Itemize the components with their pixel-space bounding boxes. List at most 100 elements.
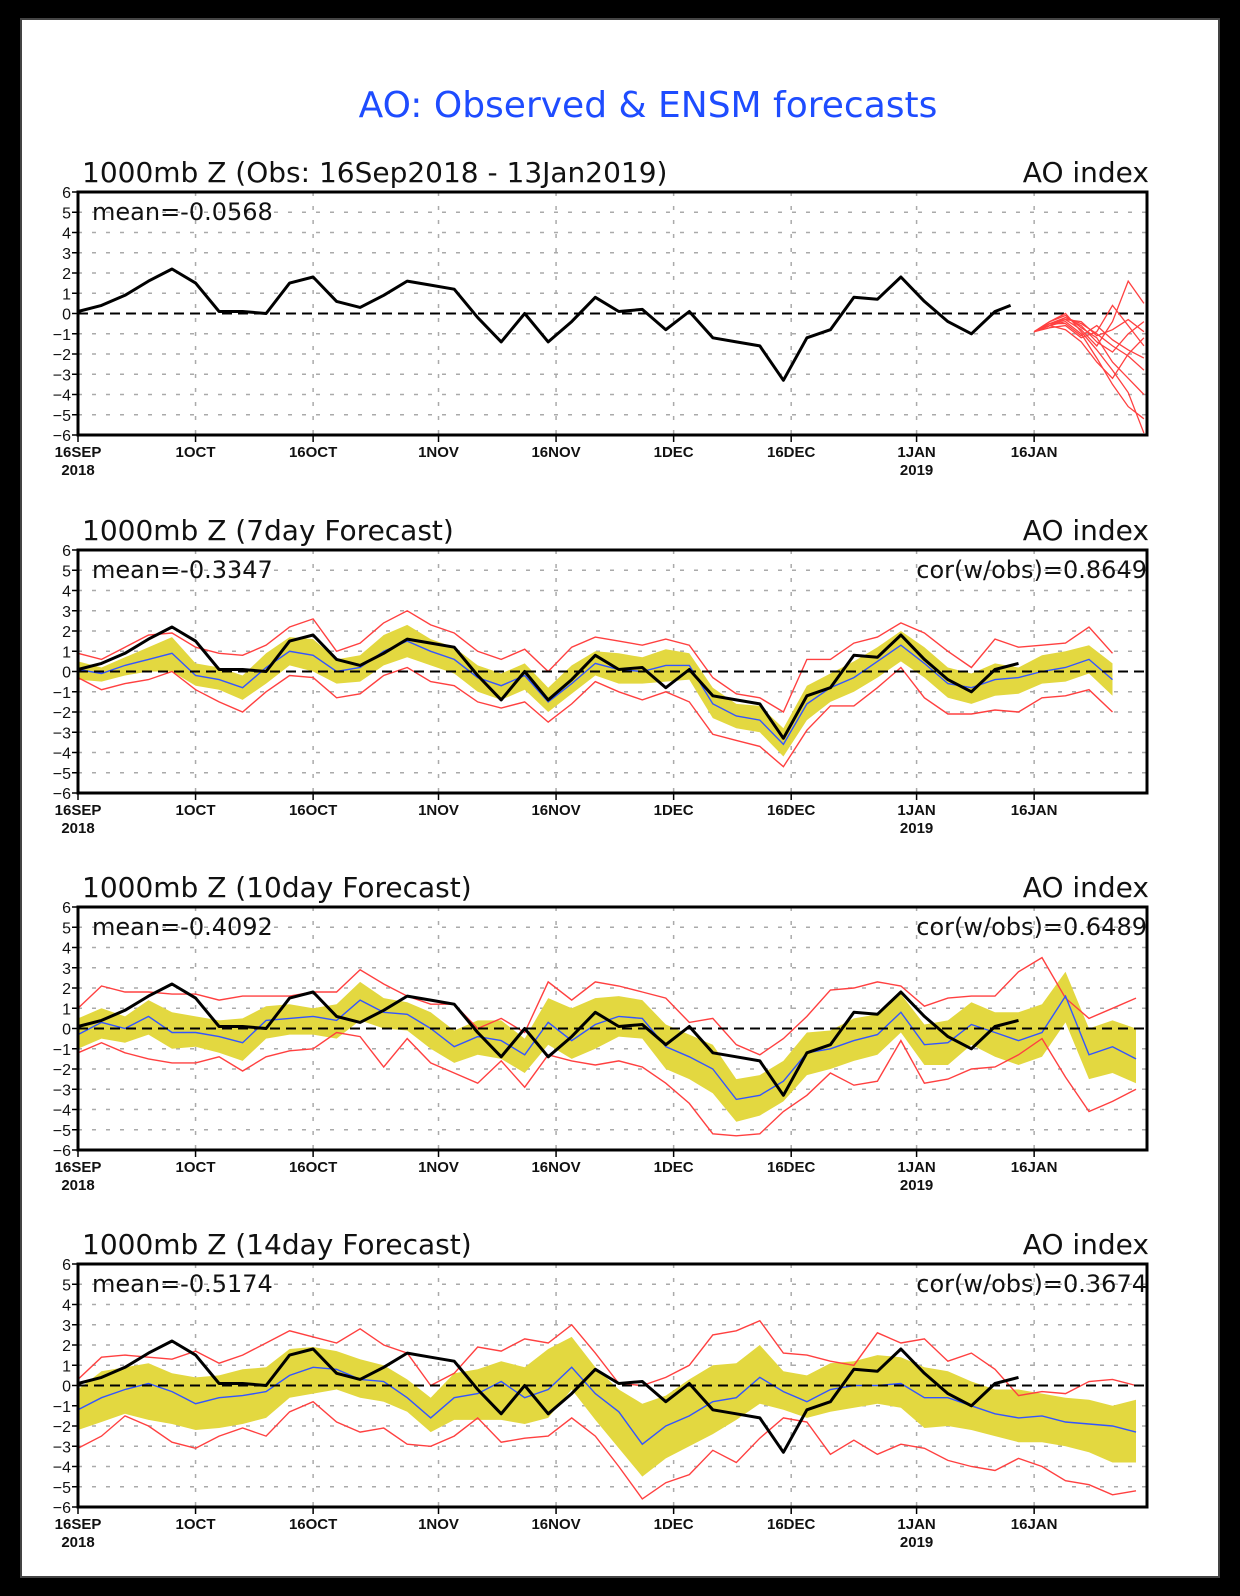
y-tick-label: 3 — [62, 246, 71, 263]
y-tick-label: 2 — [62, 1338, 71, 1355]
y-tick-label: −5 — [53, 766, 71, 783]
y-tick-label: 2 — [62, 266, 71, 283]
y-tick-label: 1 — [62, 644, 71, 661]
x-tick-label: 16NOV — [531, 444, 580, 461]
x-tick-label: 1OCT — [176, 1516, 216, 1533]
ensemble-max-line — [77, 956, 1137, 1056]
y-tick-label: 4 — [62, 941, 71, 958]
ensemble-min-line — [77, 1031, 1137, 1137]
mean-annotation: mean=-0.0568 — [92, 198, 273, 226]
x-tick-label: 16NOV — [531, 1516, 580, 1533]
correlation-annotation: cor(w/obs)=0.6489 — [916, 913, 1147, 941]
panel-units-label: AO index — [1023, 156, 1149, 189]
ensemble-spread-band — [78, 624, 1113, 757]
x-tick-label: 16JAN — [1011, 802, 1058, 819]
y-tick-label: −3 — [53, 1082, 71, 1099]
ensemble-mean-line — [77, 640, 1113, 746]
y-tick-label: 5 — [62, 920, 71, 937]
y-tick-label: −2 — [53, 705, 71, 722]
x-tick-label: 16DEC — [767, 1516, 816, 1533]
x-tick-label: 16SEP — [55, 1159, 102, 1176]
observed-line — [77, 1339, 1019, 1454]
panel-forecast-14day: 1000mb Z (14day Forecast) AO index mean=-0… — [53, 1228, 1149, 1551]
panel-title: 1000mb Z (10day Forecast) — [82, 871, 472, 904]
observed-line — [77, 267, 1012, 382]
x-tick-label: 16JAN — [1011, 1516, 1058, 1533]
y-tick-label: −4 — [53, 388, 71, 405]
x-tick-label: 16SEP — [55, 444, 102, 461]
ensemble-max-line — [77, 609, 1114, 714]
y-tick-label: −4 — [53, 746, 71, 763]
y-tick-label: −4 — [53, 1103, 71, 1120]
x-tick-label: 16SEP — [55, 1516, 102, 1533]
y-tick-label: −3 — [53, 1439, 71, 1456]
y-tick-label: −6 — [53, 786, 71, 803]
x-tick-year-label: 2018 — [61, 462, 94, 479]
ensemble-max-line — [77, 1319, 1137, 1397]
y-tick-label: 1 — [62, 1358, 71, 1375]
y-tick-label: −1 — [53, 685, 71, 702]
y-tick-label: 0 — [62, 665, 71, 682]
ensemble-min-line — [77, 1400, 1137, 1500]
y-tick-label: 5 — [62, 205, 71, 222]
chart-page: AO: Observed & ENSM forecasts 1000mb Z (… — [20, 18, 1220, 1578]
panel-title: 1000mb Z (7day Forecast) — [82, 514, 454, 547]
ensemble-spread-band — [78, 971, 1136, 1122]
y-tick-label: −5 — [53, 408, 71, 425]
y-tick-label: −1 — [53, 1399, 71, 1416]
x-tick-year-label: 2019 — [900, 462, 933, 479]
y-tick-label: −3 — [53, 367, 71, 384]
panel-title: 1000mb Z (14day Forecast) — [82, 1228, 472, 1261]
x-tick-label: 16SEP — [55, 802, 102, 819]
observed-line — [77, 982, 1019, 1097]
x-tick-label: 16DEC — [767, 802, 816, 819]
y-tick-label: −2 — [53, 347, 71, 364]
y-tick-label: 4 — [62, 226, 71, 243]
correlation-annotation: cor(w/obs)=0.3674 — [916, 1270, 1147, 1298]
x-tick-label: 1DEC — [654, 802, 694, 819]
x-tick-label: 1JAN — [897, 444, 935, 461]
y-tick-label: 4 — [62, 584, 71, 601]
y-tick-label: 3 — [62, 604, 71, 621]
chart-figure: AO: Observed & ENSM forecasts 1000mb Z (… — [53, 85, 1149, 1551]
ensemble-member-line — [1033, 304, 1145, 347]
figure-title: AO: Observed & ENSM forecasts — [359, 85, 938, 126]
mean-annotation: mean=-0.4092 — [92, 913, 273, 941]
y-tick-label: 6 — [62, 900, 71, 917]
y-tick-label: 4 — [62, 1298, 71, 1315]
y-tick-label: 2 — [62, 624, 71, 641]
x-tick-label: 16DEC — [767, 1159, 816, 1176]
x-tick-label: 16OCT — [289, 444, 337, 461]
y-tick-label: 6 — [62, 1257, 71, 1274]
x-tick-label: 1OCT — [176, 444, 216, 461]
ensemble-member-line — [1033, 320, 1145, 420]
y-tick-label: 6 — [62, 543, 71, 560]
ensemble-member-line — [1033, 316, 1145, 353]
y-tick-label: 2 — [62, 981, 71, 998]
ensemble-member-line — [1033, 322, 1145, 359]
y-tick-label: −6 — [53, 1143, 71, 1160]
panel-title: 1000mb Z (Obs: 16Sep2018 - 13Jan2019) — [82, 156, 667, 189]
ensemble-min-line — [77, 666, 1113, 768]
x-tick-label: 1NOV — [418, 444, 459, 461]
observed-line — [77, 625, 1019, 740]
panel-forecast-7day: 1000mb Z (7day Forecast) AO index mean=-0.… — [53, 514, 1149, 837]
x-tick-label: 16JAN — [1011, 1159, 1058, 1176]
x-tick-label: 1JAN — [897, 1159, 935, 1176]
x-tick-label: 16OCT — [289, 1159, 337, 1176]
x-tick-label: 1JAN — [897, 802, 935, 819]
y-tick-label: 0 — [62, 1379, 71, 1396]
panel-units-label: AO index — [1023, 871, 1149, 904]
y-tick-label: 6 — [62, 185, 71, 202]
y-tick-label: −6 — [53, 428, 71, 445]
ensemble-member-line — [1033, 324, 1145, 380]
y-tick-label: −1 — [53, 1042, 71, 1059]
x-tick-label: 16OCT — [289, 802, 337, 819]
x-tick-label: 1DEC — [654, 1159, 694, 1176]
y-tick-label: −4 — [53, 1460, 71, 1477]
x-tick-label: 1NOV — [418, 1159, 459, 1176]
panel-observed: 1000mb Z (Obs: 16Sep2018 - 13Jan2019) AO … — [53, 156, 1149, 479]
y-tick-label: −5 — [53, 1480, 71, 1497]
y-tick-label: 0 — [62, 1022, 71, 1039]
y-tick-label: −2 — [53, 1062, 71, 1079]
